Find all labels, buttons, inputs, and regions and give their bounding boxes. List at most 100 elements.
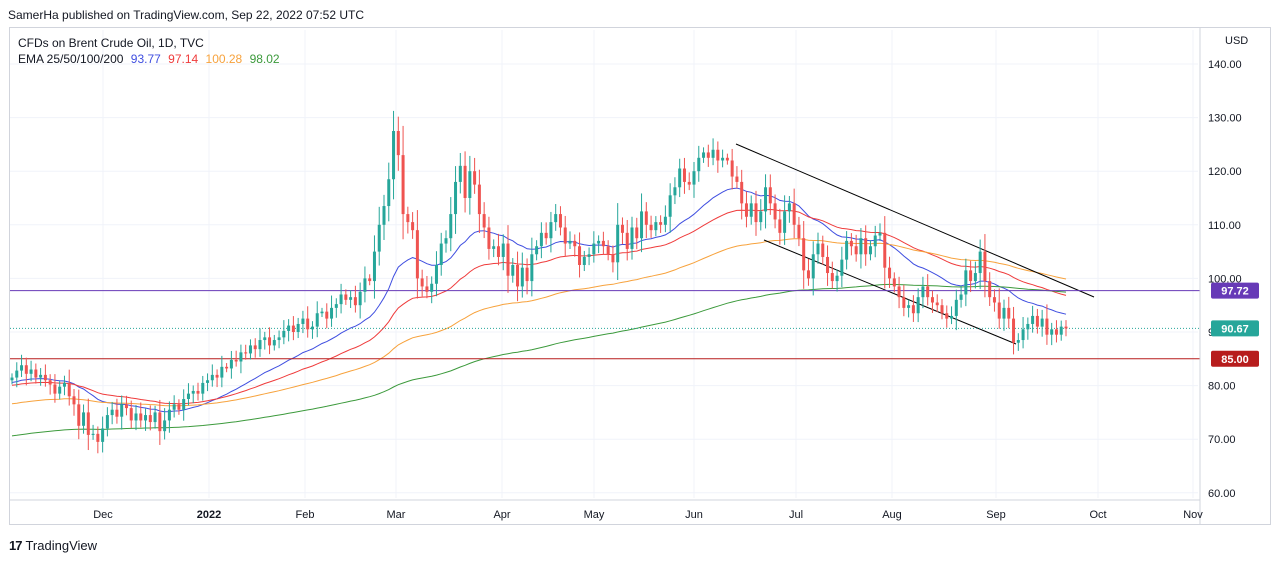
- candle-body: [845, 240, 849, 260]
- candle-body: [725, 157, 729, 161]
- candle-body: [268, 337, 272, 346]
- candle-body: [1040, 318, 1044, 327]
- candle-body: [306, 318, 310, 330]
- candle-body: [1054, 329, 1058, 335]
- candle-body: [773, 203, 777, 220]
- candle-body: [854, 246, 858, 255]
- time-tick-label: Nov: [1183, 509, 1203, 521]
- candle-body: [878, 232, 882, 236]
- candle-body: [96, 433, 100, 442]
- candle-body: [978, 251, 982, 274]
- candle-body: [992, 297, 996, 303]
- level-label: 97.72: [1221, 286, 1249, 298]
- tradingview-logo-icon: 17: [9, 538, 23, 553]
- candle-body: [463, 165, 467, 198]
- candle-body: [787, 203, 791, 212]
- candle-body: [663, 216, 667, 225]
- candle-body: [945, 313, 949, 319]
- candle-body: [58, 386, 62, 394]
- candle-body: [425, 286, 429, 292]
- candle-body: [153, 412, 157, 423]
- candle-body: [234, 359, 238, 362]
- candle-body: [706, 152, 710, 158]
- footer-brand[interactable]: TradingView: [25, 538, 98, 553]
- candle-body: [1031, 315, 1035, 324]
- price-ticks: 140.00130.00120.00110.00100.0090.0080.00…: [1208, 59, 1242, 500]
- candle-body: [48, 380, 52, 385]
- candle-body: [487, 227, 491, 249]
- candle-body: [702, 152, 706, 158]
- candle-body: [210, 374, 214, 381]
- candle-body: [115, 409, 119, 417]
- candle-body: [411, 222, 415, 231]
- candle-body: [1059, 326, 1063, 335]
- level-label-bg: [1211, 282, 1259, 299]
- candle-body: [496, 246, 500, 257]
- candle-body: [105, 415, 109, 429]
- candle-body: [711, 149, 715, 158]
- candle-body: [935, 302, 939, 306]
- price-tick-label: 100.00: [1208, 273, 1242, 285]
- candle-body: [950, 315, 954, 319]
- candle-body: [15, 370, 19, 378]
- candle-body: [20, 365, 24, 371]
- candle-body: [325, 311, 329, 319]
- candle-body: [535, 246, 539, 255]
- ema-lines: [11, 187, 1067, 437]
- candle-body: [811, 254, 815, 279]
- candle-body: [964, 270, 968, 295]
- candle-body: [1064, 326, 1068, 329]
- candle-body: [1026, 323, 1030, 330]
- candle-body: [43, 374, 47, 381]
- candle-body: [220, 366, 224, 378]
- candle-body: [902, 297, 906, 308]
- candle-body: [358, 291, 362, 306]
- candle-body: [186, 393, 190, 399]
- levels: [10, 290, 1200, 360]
- candle-body: [310, 326, 314, 330]
- time-tick-label: Mar: [387, 509, 406, 521]
- candle-body: [110, 409, 114, 416]
- candle-body: [640, 211, 644, 239]
- candle-body: [163, 420, 167, 432]
- candle-body: [573, 240, 577, 247]
- candle-body: [82, 412, 86, 426]
- candle-body: [282, 330, 286, 338]
- price-tick-label: 110.00: [1208, 220, 1241, 232]
- chart-frame[interactable]: [9, 27, 1271, 525]
- candle-body: [601, 240, 605, 247]
- candle-body: [387, 179, 391, 207]
- channel-upper-line: [735, 143, 1095, 298]
- time-tick-label: Sep: [986, 509, 1006, 521]
- candle-body: [597, 240, 601, 244]
- ema-legend: EMA 25/50/100/200 93.77 97.14 100.28 98.…: [18, 52, 284, 66]
- candle-body: [172, 404, 176, 410]
- candle-body: [344, 294, 348, 300]
- candle-body: [783, 211, 787, 233]
- candle-body: [248, 345, 252, 354]
- candle-body: [568, 240, 572, 244]
- candle-body: [349, 297, 353, 300]
- candle-body: [692, 171, 696, 185]
- candle-body: [372, 251, 376, 282]
- candle-body: [1016, 340, 1020, 343]
- candle-body: [296, 323, 300, 332]
- candle-body: [1012, 318, 1016, 343]
- ema200-line: [11, 283, 1067, 437]
- candle-body: [997, 302, 1001, 319]
- candle-body: [954, 299, 958, 316]
- candle-body: [458, 165, 462, 182]
- candle-body: [592, 243, 596, 255]
- candle-body: [229, 359, 233, 369]
- footer[interactable]: 17 TradingView: [9, 538, 97, 553]
- time-tick-label: May: [584, 509, 605, 521]
- candle-body: [77, 404, 81, 426]
- candle-body: [477, 184, 481, 215]
- candle-body: [764, 187, 768, 212]
- candle-body: [29, 369, 33, 374]
- candle-body: [415, 230, 419, 279]
- candle-body: [644, 211, 648, 225]
- candle-body: [377, 224, 381, 252]
- candle-body: [67, 382, 71, 397]
